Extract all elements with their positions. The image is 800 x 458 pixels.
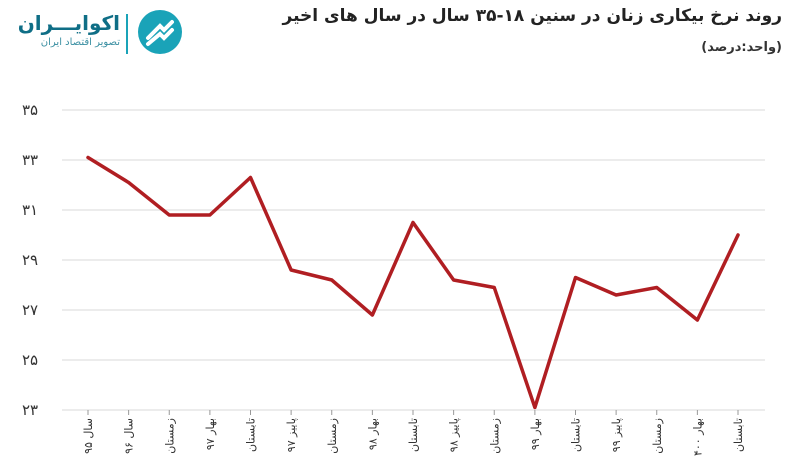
y-tick-label: ۲۹: [22, 251, 38, 269]
x-tick-label: بهار ۹۷: [204, 418, 217, 450]
x-tick-label: بهار ۱۴۰۰: [691, 418, 704, 458]
x-tick-label: تابستان: [732, 418, 745, 452]
logo-divider: [126, 14, 128, 54]
x-tick-label: پاییز ۹۷: [285, 418, 298, 452]
y-tick-label: ۲۳: [22, 401, 38, 419]
x-tick-label: بهار ۹۹: [529, 418, 542, 450]
x-tick-label: تابستان: [245, 418, 258, 452]
data-point: [452, 278, 456, 282]
y-tick-label: ۲۷: [22, 301, 38, 319]
data-point: [411, 221, 415, 224]
x-tick-label: پاییز ۹۹: [610, 418, 623, 452]
y-tick-label: ۳۱: [22, 201, 38, 219]
x-tick-label: سال ۹۶: [123, 418, 136, 454]
data-point: [127, 181, 131, 184]
x-tick-label: زمستان: [488, 418, 501, 454]
data-point: [655, 286, 659, 289]
x-tick-label: زمستان: [651, 418, 664, 454]
logo-tagline: تصویر اقتصاد ایران: [40, 37, 120, 48]
data-point: [695, 318, 699, 322]
data-point: [574, 276, 577, 279]
y-tick-label: ۲۵: [22, 351, 38, 369]
y-tick-label: ۳۵: [22, 101, 38, 119]
data-point: [167, 213, 171, 217]
chart-header: اکوایـــران تصویر اقتصاد ایران روند نرخ …: [0, 0, 800, 70]
data-point: [208, 213, 212, 217]
logo: اکوایـــران تصویر اقتصاد ایران: [14, 6, 184, 58]
y-tick-label: ۳۳: [22, 151, 38, 169]
logo-name: اکوایـــران: [17, 11, 120, 35]
x-tick-label: زمستان: [163, 418, 176, 454]
x-tick-label: پاییز ۹۸: [448, 418, 461, 452]
chart-unit: (واحد:درصد): [701, 40, 782, 55]
data-point: [330, 278, 334, 282]
data-point: [370, 313, 374, 317]
x-tick-label: تابستان: [407, 418, 420, 452]
x-tick-label: تابستان: [570, 418, 583, 452]
x-tick-label: بهار ۹۸: [366, 418, 379, 450]
data-point: [249, 176, 252, 179]
data-point: [614, 293, 618, 297]
data-point: [289, 268, 293, 272]
ecoiran-logo-icon: [138, 10, 182, 54]
series-line: [86, 155, 740, 410]
data-point: [533, 406, 537, 409]
x-tick-label: زمستان: [326, 418, 339, 454]
logo-text: اکوایـــران تصویر اقتصاد ایران: [18, 10, 120, 50]
data-point: [86, 156, 90, 159]
data-point: [736, 233, 740, 237]
chart-title: روند نرخ بیکاری زنان در سنین ۱۸-۳۵ سال د…: [282, 6, 782, 26]
x-tick-label: سال ۹۵: [82, 418, 95, 454]
data-point: [492, 286, 496, 289]
